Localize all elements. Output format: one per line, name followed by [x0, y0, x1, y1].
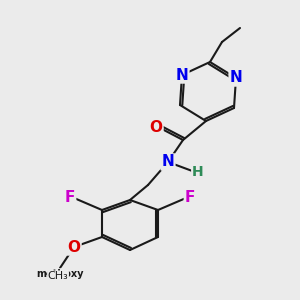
Text: methoxy: methoxy	[36, 269, 84, 279]
Text: N: N	[162, 154, 174, 169]
Text: O: O	[149, 121, 163, 136]
Text: H: H	[192, 165, 204, 179]
Text: N: N	[176, 68, 188, 82]
Text: F: F	[65, 190, 75, 206]
Text: O: O	[68, 239, 80, 254]
Text: CH₃: CH₃	[48, 271, 68, 281]
Text: F: F	[185, 190, 195, 206]
Text: N: N	[230, 70, 242, 86]
